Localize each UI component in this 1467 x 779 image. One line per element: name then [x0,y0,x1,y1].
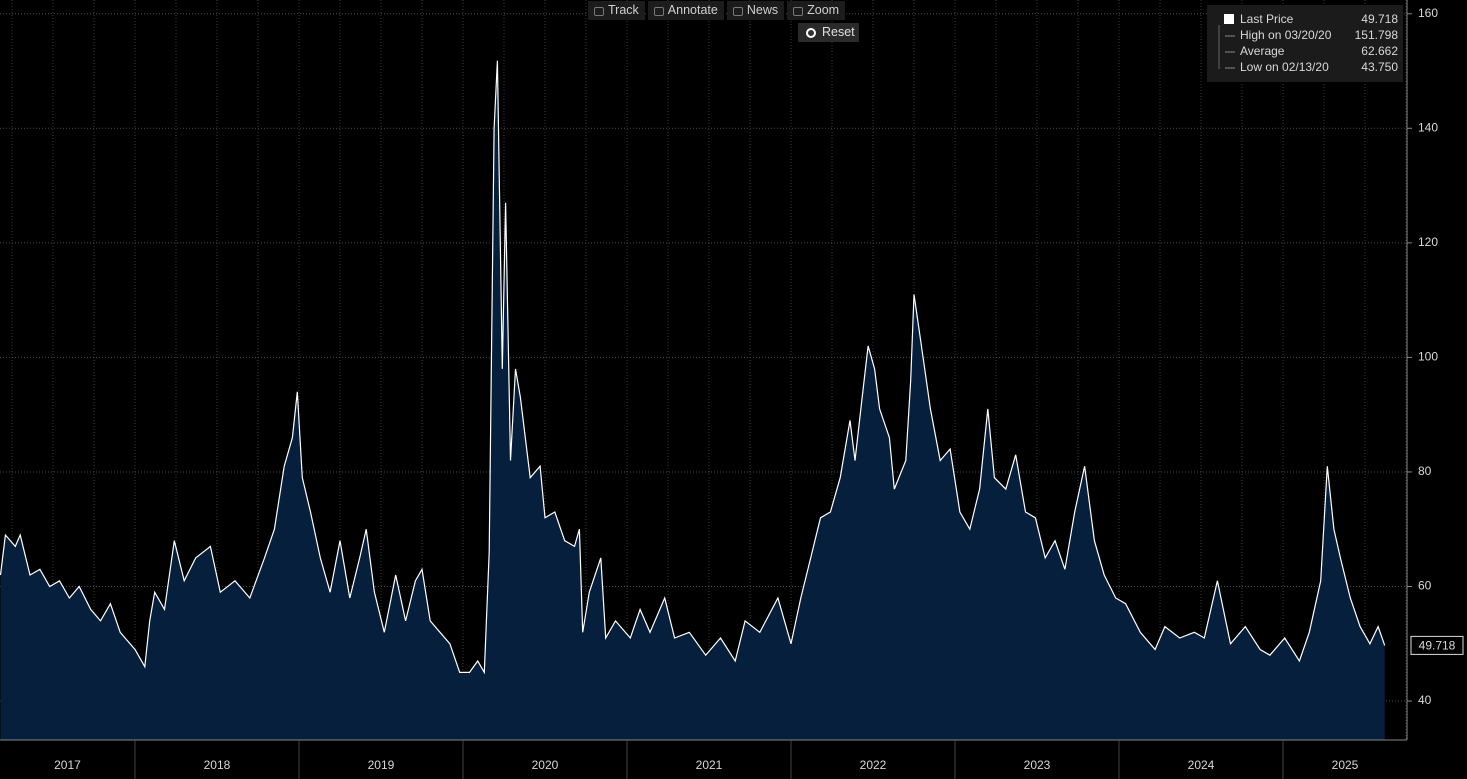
legend-box [1207,5,1403,82]
x-tick-label: 2018 [204,758,231,772]
legend-label: Last Price [1240,12,1294,26]
x-tick-label: 2022 [860,758,887,772]
x-tick-label: 2023 [1024,758,1051,772]
line [0,60,1386,675]
legend-label: High on 03/20/20 [1240,28,1332,42]
legend-value: 151.798 [1355,28,1399,42]
legend-label: Average [1240,44,1285,58]
toolbar: Track Annotate News Zoom [588,1,846,20]
toolbar-button[interactable]: News [726,1,785,20]
last-price-label: 49.718 [1419,639,1456,653]
toolbar-button[interactable]: Annotate [647,1,724,20]
last-price-tag [1410,635,1464,655]
legend-value: 43.750 [1361,60,1398,74]
x-tick-label: 2017 [54,758,81,772]
x-tick-label: 2020 [532,758,559,772]
y-tick-label: 140 [1418,120,1438,134]
x-tick-label: 2021 [696,758,723,772]
x-axis-band [0,740,1467,779]
area [0,60,1385,740]
x-tick-label: 2025 [1332,758,1359,772]
y-tick-label: 40 [1418,693,1432,707]
y-tick-label: 120 [1418,235,1438,249]
y-tick-label: 60 [1418,579,1432,593]
y-tick-label: 80 [1418,464,1432,478]
y-tick-label: 100 [1418,350,1438,364]
x-tick-label: 2024 [1188,758,1215,772]
toolbar-button[interactable]: Track [588,1,645,20]
reset-button[interactable]: Reset [798,23,859,42]
legend-swatch [1224,14,1234,24]
toolbar-button[interactable]: Zoom [787,1,846,20]
legend-value: 49.718 [1361,12,1398,26]
x-tick-label: 2019 [368,758,395,772]
y-tick-label: 160 [1418,6,1438,20]
legend-label: Low on 02/13/20 [1240,60,1329,74]
legend-value: 62.662 [1361,44,1398,58]
